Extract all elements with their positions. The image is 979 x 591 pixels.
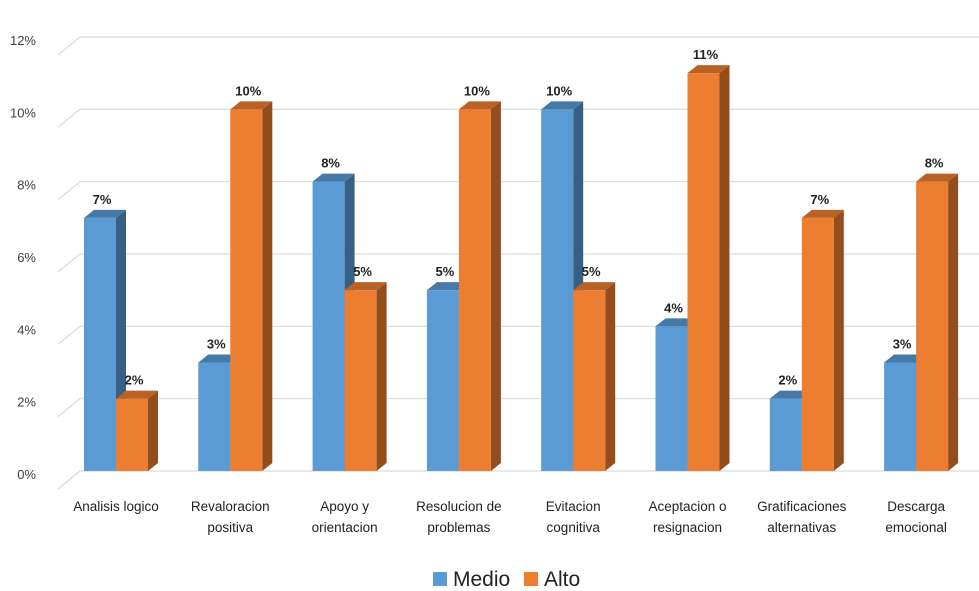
data-label-alto-2: 5% <box>353 264 372 279</box>
data-label-alto-0: 2% <box>125 373 144 388</box>
gridline-6 <box>57 36 979 56</box>
bar-alto-7 <box>916 173 959 471</box>
y-tick-label-3: 6% <box>17 250 36 265</box>
x-category-label-7: Descarga emocional <box>885 499 947 535</box>
data-label-alto-7: 8% <box>925 156 944 171</box>
bar-alto-2 <box>344 282 387 471</box>
legend-swatch-medio <box>433 572 447 586</box>
data-label-alto-6: 7% <box>810 192 829 207</box>
legend-label-alto: Alto <box>544 568 580 591</box>
x-category-label-2: Apoyo y orientacion <box>312 499 378 535</box>
bar-alto-5 <box>687 65 730 472</box>
y-tick-label-2: 4% <box>17 322 36 337</box>
bar-alto-3 <box>458 101 501 471</box>
data-labels: 7% 2% 3% 10% 8% 5% 5% 10% 10% 5% 4% 11% 2% 7% 3% 8% <box>93 47 944 388</box>
data-label-medio-2: 8% <box>321 156 340 171</box>
legend-item-alto: Alto <box>524 568 580 591</box>
data-label-medio-3: 5% <box>436 264 455 279</box>
y-tick-label-0: 0% <box>17 467 36 482</box>
legend-swatch-alto <box>524 572 538 586</box>
legend: Medio Alto <box>433 568 580 591</box>
x-axis: Analisis logico Revaloracion positiva Apoyo… <box>73 499 947 535</box>
data-label-medio-4: 10% <box>546 83 572 98</box>
y-axis: 0% 2% 4% 6% 8% 10% 12% <box>10 33 36 482</box>
data-label-alto-3: 10% <box>464 83 490 98</box>
data-label-medio-1: 3% <box>207 337 226 352</box>
y-tick-label-1: 2% <box>17 395 36 410</box>
x-category-label-0: Analisis logico <box>73 499 159 514</box>
y-tick-label-6: 12% <box>10 33 36 48</box>
bar-alto-0 <box>116 390 158 471</box>
data-label-alto-4: 5% <box>582 264 601 279</box>
data-label-medio-7: 3% <box>893 337 912 352</box>
data-label-alto-1: 10% <box>235 83 261 98</box>
x-category-label-6: Gratificaciones alternativas <box>757 499 847 535</box>
gridline-4 <box>57 181 979 201</box>
x-category-label-5: Aceptacion o resignacion <box>648 499 726 535</box>
gridlines <box>57 36 979 490</box>
x-category-label-4: Evitacion cognitiva <box>546 499 601 535</box>
data-label-medio-5: 4% <box>664 300 683 315</box>
bar-alto-6 <box>801 209 844 472</box>
legend-label-medio: Medio <box>453 568 510 591</box>
bar-alto-4 <box>573 282 616 471</box>
x-category-label-3: Resolucion de problemas <box>416 499 502 535</box>
y-tick-label-5: 10% <box>10 105 36 120</box>
y-tick-label-4: 8% <box>17 178 36 193</box>
gridline-0 <box>57 470 979 490</box>
gridline-5 <box>57 108 979 128</box>
data-label-medio-0: 7% <box>93 192 112 207</box>
x-category-label-1: Revaloracion positiva <box>191 499 270 535</box>
bars <box>84 65 959 472</box>
data-label-medio-6: 2% <box>778 373 797 388</box>
gridline-3 <box>57 253 979 273</box>
data-label-alto-5: 11% <box>693 47 719 62</box>
bar-alto-1 <box>230 101 273 471</box>
legend-item-medio: Medio <box>433 568 510 591</box>
